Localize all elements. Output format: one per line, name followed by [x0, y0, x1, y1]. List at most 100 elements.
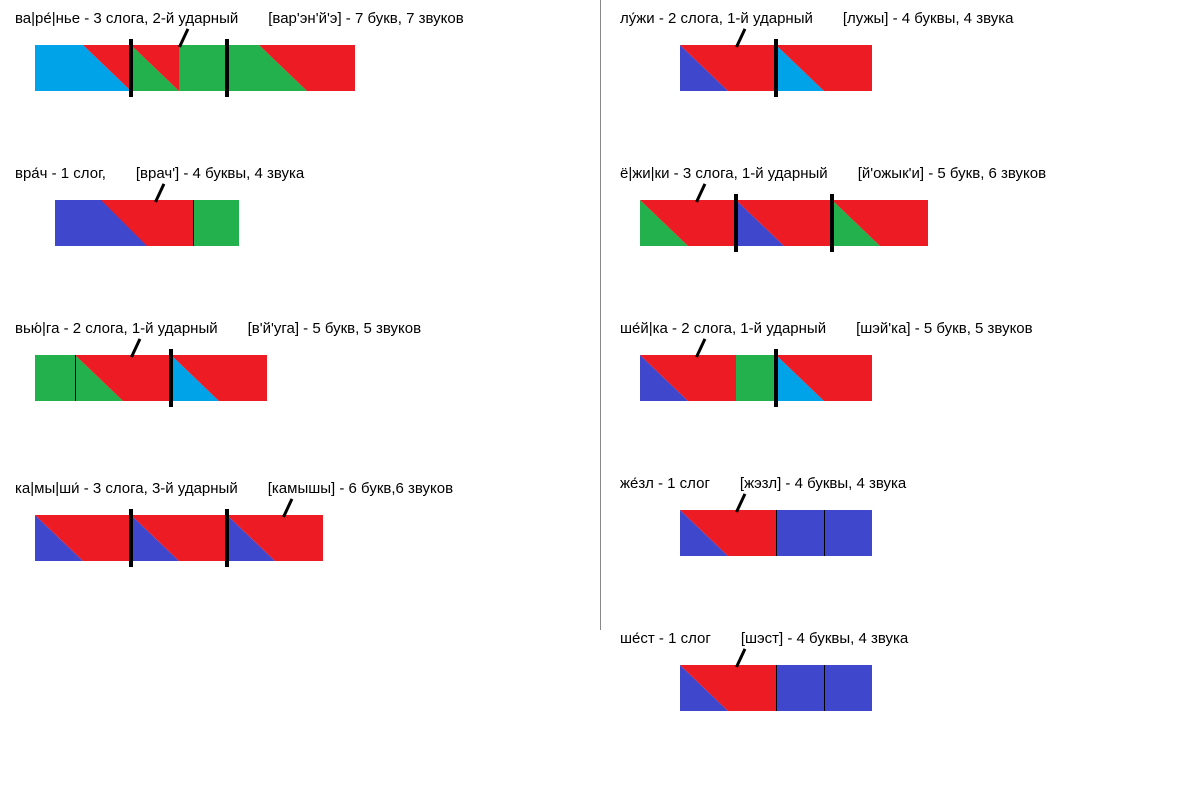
- sound-box: [832, 200, 880, 246]
- sound-box: [824, 45, 872, 91]
- sound-box: [101, 200, 147, 246]
- word-block: ва|ре́|нье - 3 слога, 2-й ударный [вар'эн…: [15, 10, 600, 91]
- syllable-divider: [734, 194, 738, 252]
- sound-box: [640, 355, 688, 401]
- word-title: ё|жи|ки - 3 слога, 1-й ударный[й'ожык'и]…: [620, 165, 1200, 182]
- word-title: ка|мы|ши́ - 3 слога, 3-й ударный [камышы]…: [15, 480, 600, 497]
- title-part-1: ва|ре́|нье - 3 слога, 2-й ударный: [15, 10, 238, 27]
- sound-box: [219, 355, 267, 401]
- sound-box: [728, 45, 776, 91]
- syllable-divider: [774, 349, 778, 407]
- sound-box: [680, 510, 728, 556]
- stress-mark-icon: [146, 182, 164, 200]
- word-title: ше́й|ка - 2 слога, 1-й ударный [шэй'ка] -…: [620, 320, 1200, 337]
- syllable-divider: [225, 509, 229, 567]
- word-title: ше́ст - 1 слог [шэст] - 4 буквы, 4 звука: [620, 630, 1200, 647]
- syllable-divider: [129, 509, 133, 567]
- sound-diagram: [55, 200, 620, 246]
- sound-box: [179, 45, 227, 91]
- sound-box: [193, 200, 239, 246]
- title-part-1: ше́ст - 1 слог: [620, 630, 711, 647]
- sound-box: [824, 355, 872, 401]
- title-part-2: [шэст] - 4 буквы, 4 звука: [741, 630, 908, 647]
- sound-box: [123, 355, 171, 401]
- sound-box: [179, 515, 227, 561]
- title-part-1: вра́ч - 1 слог,: [15, 165, 106, 182]
- sound-box: [35, 515, 83, 561]
- sound-diagram: [680, 510, 1200, 556]
- word-title: же́зл - 1 слог [жэзл] - 4 буквы, 4 звука: [620, 475, 1200, 492]
- sound-box: [259, 45, 307, 91]
- sound-box: [131, 515, 179, 561]
- word-title: ва|ре́|нье - 3 слога, 2-й ударный [вар'эн…: [15, 10, 600, 27]
- word-block: лу́жи - 2 слога, 1-й ударный[лужы] - 4 б…: [620, 10, 1200, 91]
- title-part-1: ка|мы|ши́ - 3 слога, 3-й ударный: [15, 480, 238, 497]
- stress-mark-icon: [687, 337, 705, 355]
- title-part-1: ё|жи|ки - 3 слога, 1-й ударный: [620, 165, 828, 182]
- word-block: ше́й|ка - 2 слога, 1-й ударный [шэй'ка] -…: [620, 320, 1200, 401]
- word-block: вью́|га - 2 слога, 1-й ударный [в'й'уга] …: [15, 320, 600, 401]
- sound-diagram: [640, 355, 1200, 401]
- sound-box: [147, 200, 193, 246]
- sound-box: [776, 510, 824, 556]
- sound-box: [824, 665, 872, 711]
- sound-box: [688, 200, 736, 246]
- word-title: лу́жи - 2 слога, 1-й ударный[лужы] - 4 б…: [620, 10, 1200, 27]
- sound-box: [307, 45, 355, 91]
- sound-box: [83, 45, 131, 91]
- sound-diagram: [680, 665, 1200, 711]
- sound-diagram: [35, 45, 610, 91]
- title-part-2: [в'й'уга] - 5 букв, 5 звуков: [248, 320, 421, 337]
- sound-box: [640, 200, 688, 246]
- title-part-2: [шэй'ка] - 5 букв, 5 звуков: [856, 320, 1033, 337]
- sound-box: [728, 510, 776, 556]
- title-part-1: ше́й|ка - 2 слога, 1-й ударный: [620, 320, 826, 337]
- sound-box: [171, 355, 219, 401]
- sound-box: [880, 200, 928, 246]
- sound-box: [55, 200, 101, 246]
- sound-box: [776, 665, 824, 711]
- sound-box: [227, 45, 259, 91]
- syllable-divider: [225, 39, 229, 97]
- word-block: ё|жи|ки - 3 слога, 1-й ударный[й'ожык'и]…: [620, 165, 1200, 246]
- title-part-2: [вар'эн'й'э] - 7 букв, 7 звуков: [268, 10, 463, 27]
- stress-mark-icon: [274, 497, 292, 515]
- sound-box: [824, 510, 872, 556]
- sound-box: [680, 665, 728, 711]
- stress-mark-icon: [687, 182, 705, 200]
- syllable-divider: [830, 194, 834, 252]
- stress-mark-icon: [727, 647, 745, 665]
- word-block: вра́ч - 1 слог, [врач'] - 4 буквы, 4 звук…: [15, 165, 600, 246]
- stress-mark-icon: [727, 492, 745, 510]
- syllable-divider: [129, 39, 133, 97]
- title-part-2: [врач'] - 4 буквы, 4 звука: [136, 165, 304, 182]
- word-block: же́зл - 1 слог [жэзл] - 4 буквы, 4 звука: [620, 475, 1200, 556]
- sound-diagram: [35, 515, 610, 561]
- word-title: вью́|га - 2 слога, 1-й ударный [в'й'уга] …: [15, 320, 600, 337]
- title-part-1: вью́|га - 2 слога, 1-й ударный: [15, 320, 218, 337]
- title-part-1: же́зл - 1 слог: [620, 475, 710, 492]
- sound-diagram: [35, 355, 610, 401]
- sound-box: [680, 45, 728, 91]
- syllable-divider: [774, 39, 778, 97]
- sound-box: [736, 355, 776, 401]
- sound-diagram: [640, 200, 1200, 246]
- title-part-2: [лужы] - 4 буквы, 4 звука: [843, 10, 1014, 27]
- title-part-2: [жэзл] - 4 буквы, 4 звука: [740, 475, 906, 492]
- sound-box: [35, 45, 83, 91]
- word-title: вра́ч - 1 слог, [врач'] - 4 буквы, 4 звук…: [15, 165, 600, 182]
- syllable-divider: [169, 349, 173, 407]
- word-block: ка|мы|ши́ - 3 слога, 3-й ударный [камышы]…: [15, 480, 600, 561]
- stress-mark-icon: [727, 27, 745, 45]
- word-block: ше́ст - 1 слог [шэст] - 4 буквы, 4 звука: [620, 630, 1200, 711]
- sound-box: [784, 200, 832, 246]
- stress-mark-icon: [170, 27, 188, 45]
- title-part-2: [камышы] - 6 букв,6 звуков: [268, 480, 453, 497]
- stress-mark-icon: [122, 337, 140, 355]
- sound-box: [35, 355, 75, 401]
- sound-box: [131, 45, 179, 91]
- sound-box: [688, 355, 736, 401]
- sound-box: [736, 200, 784, 246]
- sound-box: [227, 515, 275, 561]
- sound-box: [75, 355, 123, 401]
